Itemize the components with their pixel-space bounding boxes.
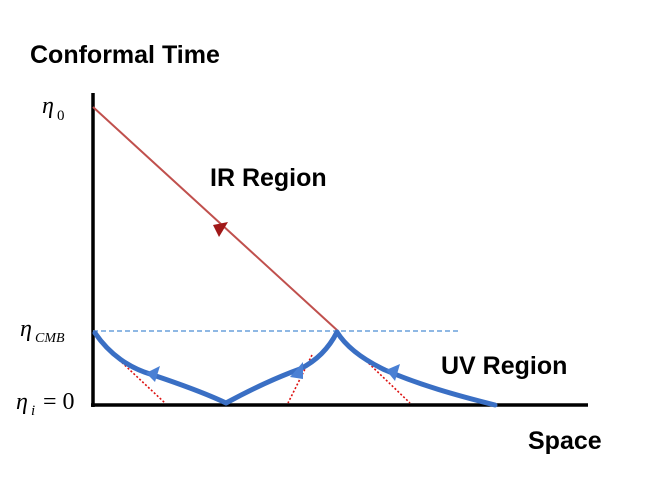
light-cone-dotted-1 <box>115 356 166 404</box>
x-axis-label: Space <box>528 427 602 455</box>
tick-eta-cmb-symbol: η <box>20 316 32 342</box>
ir-light-ray <box>92 106 339 332</box>
uv-region-label: UV Region <box>441 352 567 380</box>
tick-label-eta-cmb: η CMB <box>20 316 65 346</box>
tick-eta-i-suffix: = 0 <box>37 389 75 415</box>
tick-label-eta0: η 0 <box>42 93 65 124</box>
tick-eta0-symbol: η <box>42 93 54 119</box>
tick-eta0-subscript: 0 <box>57 108 65 124</box>
tick-eta-cmb-subscript: CMB <box>35 331 65 346</box>
uv-arrow-icon-2 <box>290 362 303 379</box>
ir-region-label: IR Region <box>210 164 327 192</box>
ir-arrow-icon <box>213 222 228 237</box>
tick-label-eta-i: η i = 0 <box>16 389 75 419</box>
light-cone-dotted-3 <box>359 354 411 404</box>
tick-eta-i-subscript: i <box>31 403 35 419</box>
diagram-title: Conformal Time <box>30 41 220 69</box>
tick-eta-i-symbol: η <box>16 389 28 415</box>
uv-arrow-icon-1 <box>146 366 160 382</box>
uv-arrow-icon-3 <box>386 364 400 381</box>
